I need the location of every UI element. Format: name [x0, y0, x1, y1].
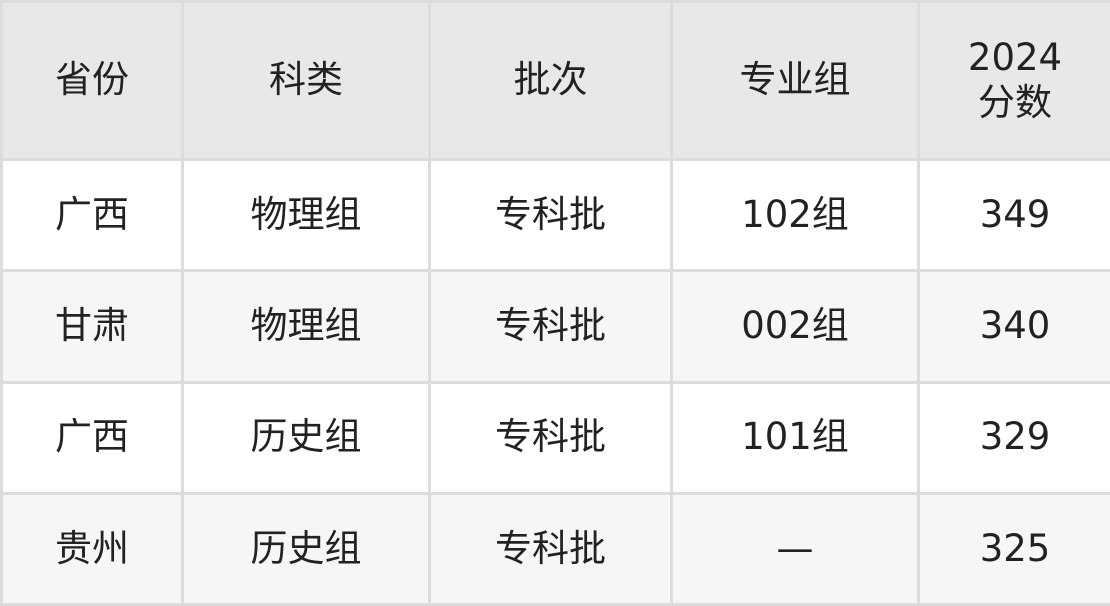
cell-score: 349 [917, 157, 1110, 273]
cell-batch: 专科批 [428, 491, 673, 606]
cell-subject: 历史组 [181, 491, 431, 606]
header-major-group: 专业组 [670, 0, 920, 161]
header-score-label: 分数 [978, 80, 1052, 124]
cell-major-group: 101组 [670, 380, 920, 495]
header-score-year: 2024 [967, 36, 1063, 80]
cell-province: 广西 [0, 157, 184, 273]
cell-major-group: 102组 [670, 157, 920, 273]
cell-batch: 专科批 [428, 269, 673, 384]
cell-subject: 物理组 [181, 269, 431, 384]
cell-major-group: — [670, 491, 920, 606]
table-row: 广西 物理组 专科批 102组 349 [0, 157, 1110, 273]
cell-subject: 物理组 [181, 157, 431, 273]
header-row: 省份 科类 批次 专业组 2024 分数 [0, 0, 1110, 161]
table-row: 甘肃 物理组 专科批 002组 340 [0, 269, 1110, 384]
cell-score: 340 [917, 269, 1110, 384]
header-subject: 科类 [181, 0, 431, 161]
cell-province: 甘肃 [0, 269, 184, 384]
header-province: 省份 [0, 0, 184, 161]
cell-subject: 历史组 [181, 380, 431, 495]
table-row: 广西 历史组 专科批 101组 329 [0, 380, 1110, 495]
cell-batch: 专科批 [428, 157, 673, 273]
header-batch: 批次 [428, 0, 673, 161]
cell-score: 329 [917, 380, 1110, 495]
cell-province: 广西 [0, 380, 184, 495]
table-row: 贵州 历史组 专科批 —325 [0, 491, 1110, 606]
cell-major-group: 002组 [670, 269, 920, 384]
cell-province: 贵州 [0, 491, 184, 606]
header-score: 2024 分数 [917, 0, 1110, 161]
cell-score: 325 [917, 491, 1110, 606]
cell-batch: 专科批 [428, 380, 673, 495]
